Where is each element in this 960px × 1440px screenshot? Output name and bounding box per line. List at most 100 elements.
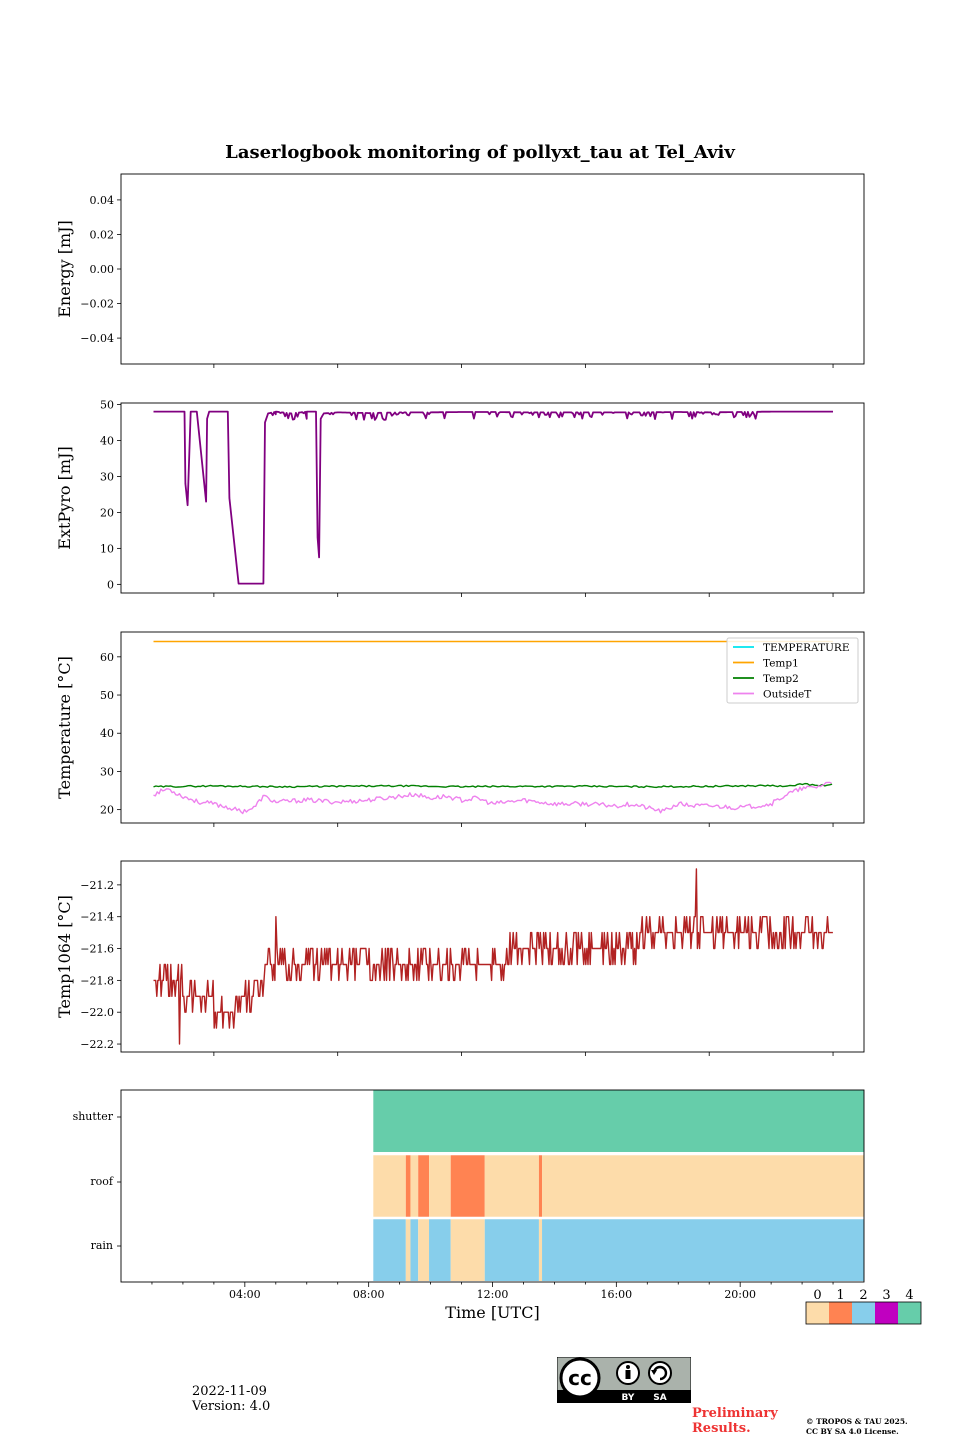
status-cell — [373, 1090, 864, 1152]
y-tick-label: −0.04 — [80, 332, 114, 345]
plot-frame — [120, 402, 865, 594]
colorbar-cell — [806, 1302, 829, 1324]
series-line-0 — [153, 868, 833, 1045]
legend-box — [726, 637, 859, 704]
x-tick-label: 08:00 — [353, 1288, 385, 1301]
y-axis-label: Temperature [°C] — [55, 656, 74, 799]
status-cell — [418, 1219, 430, 1281]
x-axis-label: Time [UTC] — [445, 1303, 539, 1322]
date-version: 2022-11-09 Version: 4.0 — [192, 1384, 270, 1414]
status-cell — [410, 1219, 419, 1281]
y-tick-label: 20 — [100, 804, 114, 817]
y-axis-label: ExtPyro [mJ] — [55, 446, 74, 549]
status-cell — [484, 1155, 539, 1217]
row-label: shutter — [73, 1110, 114, 1123]
y-tick-label: −21.8 — [80, 974, 114, 987]
plot-frame — [120, 1089, 865, 1283]
preliminary-notice: Preliminary Results. — [692, 1406, 778, 1436]
y-tick-label: 0.04 — [90, 194, 115, 207]
panel-3: −21.2 −21.4 −21.6 −21.8 −22.0 −22.2 Temp1064 [… — [55, 860, 865, 1056]
y-tick-label: −21.2 — [80, 879, 114, 892]
status-cell — [418, 1155, 430, 1217]
colorbar-cell — [852, 1302, 875, 1324]
legend-label: Temp2 — [763, 673, 799, 685]
status-cell — [429, 1155, 451, 1217]
colorbar-cell — [898, 1302, 921, 1324]
y-tick-label: 10 — [100, 542, 114, 555]
y-tick-label: 30 — [100, 765, 114, 778]
x-tick-label: 12:00 — [477, 1288, 509, 1301]
colorbar-cell — [875, 1302, 898, 1324]
y-tick-label: 0 — [107, 578, 114, 591]
row-label: roof — [90, 1175, 114, 1188]
preliminary-line-1: Preliminary — [692, 1406, 778, 1421]
copyright-line-1: © TROPOS & TAU 2025. — [806, 1417, 908, 1426]
colorbar-frame — [805, 1301, 922, 1325]
plot-frame — [120, 860, 865, 1053]
status-cell — [405, 1219, 411, 1281]
y-tick-label: −22.0 — [80, 1006, 114, 1019]
y-tick-label: −21.4 — [80, 911, 114, 924]
series-group — [153, 868, 833, 1045]
preliminary-line-2: Results. — [692, 1421, 751, 1436]
svg-text:SA: SA — [653, 1393, 666, 1403]
y-tick-label: 0.02 — [90, 228, 115, 241]
y-tick-label: 40 — [100, 727, 114, 740]
legend-label: TEMPERATURE — [763, 642, 850, 654]
version-label: Version: 4.0 — [192, 1399, 271, 1414]
colorbar-tick-label: 0 — [813, 1288, 821, 1303]
figure-title: Laserlogbook monitoring of pollyxt_tau a… — [225, 142, 735, 163]
y-tick-label: 30 — [100, 470, 114, 483]
y-tick-label: −22.2 — [80, 1038, 114, 1051]
panel-0: 0.04 0.02 0.00 −0.02 −0.04 Energy [mJ] — [55, 173, 865, 368]
series-group — [153, 640, 833, 815]
series-group — [153, 410, 833, 585]
y-tick-label: 60 — [100, 651, 114, 664]
cc-by-sa-icon: cc BY SA — [557, 1357, 691, 1403]
date-label: 2022-11-09 — [192, 1384, 267, 1399]
status-cell — [450, 1155, 485, 1217]
copyright-notice: © TROPOS & TAU 2025. CC BY SA 4.0 Licens… — [806, 1417, 908, 1437]
svg-text:cc: cc — [568, 1366, 592, 1390]
x-tick-label: 16:00 — [600, 1288, 632, 1301]
y-tick-label: −21.6 — [80, 943, 114, 956]
legend-label: OutsideT — [763, 689, 811, 701]
panel-1: 0 10 20 30 40 50 ExtPyro [mJ] — [55, 398, 865, 597]
y-axis-label: Temp1064 [°C] — [55, 895, 74, 1018]
panel-2: 20 30 40 50 60 Temperature [°C] TEMPERATURE Tem… — [55, 631, 865, 827]
status-cell — [373, 1155, 406, 1217]
status-cell — [373, 1219, 406, 1281]
status-cell — [542, 1219, 864, 1281]
status-cell — [538, 1219, 543, 1281]
colorbar-cell — [829, 1302, 852, 1324]
y-tick-label: 50 — [100, 689, 114, 702]
status-cell — [538, 1155, 543, 1217]
series-line-3 — [153, 781, 832, 815]
plot-frame — [120, 631, 865, 824]
status-cell — [450, 1219, 485, 1281]
y-tick-label: 0.00 — [90, 263, 115, 276]
status-cell — [542, 1155, 864, 1217]
y-tick-label: −0.02 — [80, 298, 114, 311]
colorbar-tick-label: 1 — [836, 1288, 844, 1303]
y-axis-label: Energy [mJ] — [55, 220, 74, 318]
y-tick-label: 50 — [100, 398, 114, 411]
x-tick-label: 20:00 — [724, 1288, 756, 1301]
y-tick-label: 40 — [100, 434, 114, 447]
panel-4: shutter roof rain 04:00 08:00 12:00 16:00 20:00… — [73, 1089, 922, 1325]
status-cell — [405, 1155, 411, 1217]
colorbar-tick-label: 4 — [905, 1288, 913, 1303]
status-cell — [429, 1219, 451, 1281]
plot-frame — [120, 173, 865, 365]
row-label: rain — [91, 1239, 113, 1252]
status-cell — [484, 1219, 539, 1281]
colorbar-tick-label: 3 — [882, 1288, 890, 1303]
colorbar-tick-label: 2 — [859, 1288, 867, 1303]
legend: TEMPERATURE Temp1 Temp2 OutsideT — [726, 637, 859, 704]
series-line-2 — [153, 782, 833, 789]
svg-text:BY: BY — [622, 1393, 635, 1403]
y-tick-label: 20 — [100, 506, 114, 519]
legend-label: Temp1 — [763, 658, 799, 670]
